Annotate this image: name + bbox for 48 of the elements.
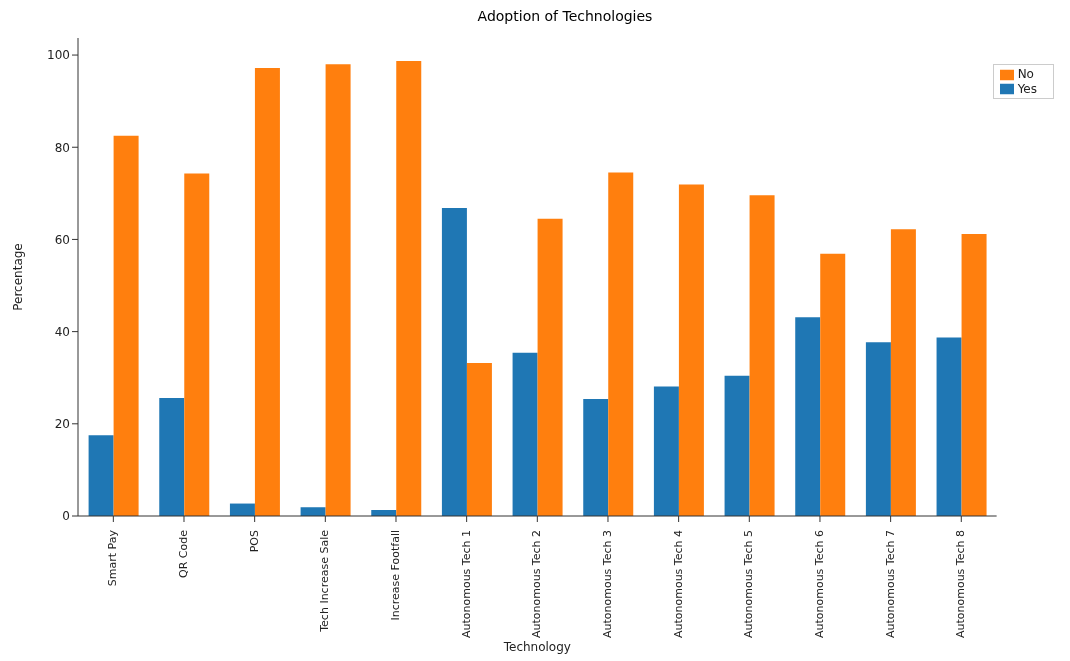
bar bbox=[653, 386, 679, 516]
bar bbox=[865, 342, 891, 516]
y-tick-label: 40 bbox=[54, 324, 70, 339]
y-tick-label: 80 bbox=[54, 140, 70, 155]
bar bbox=[184, 173, 210, 516]
y-tick-label: 0 bbox=[62, 509, 70, 524]
chart-title: Adoption of Technologies bbox=[476, 8, 654, 26]
bar bbox=[820, 253, 846, 516]
legend-label: Yes bbox=[1017, 81, 1037, 96]
x-tick-label: Autonomous Tech 6 bbox=[812, 530, 826, 639]
bar bbox=[583, 398, 609, 516]
bar bbox=[678, 184, 704, 516]
bar bbox=[749, 195, 775, 516]
bar bbox=[537, 218, 563, 516]
bar bbox=[396, 61, 422, 516]
x-tick-label: Tech Increase Sale bbox=[318, 529, 332, 633]
x-tick-label: Autonomous Tech 1 bbox=[459, 530, 473, 639]
bar bbox=[936, 337, 962, 516]
x-tick-label: Autonomous Tech 2 bbox=[530, 530, 544, 639]
x-axis-title: Technology bbox=[502, 640, 571, 654]
bar bbox=[512, 352, 538, 516]
bar bbox=[159, 398, 185, 516]
bar bbox=[724, 375, 750, 516]
x-tick-label: Autonomous Tech 5 bbox=[742, 530, 756, 639]
bar bbox=[113, 135, 139, 516]
bar bbox=[608, 172, 634, 516]
bar bbox=[466, 362, 492, 516]
x-tick-label: Autonomous Tech 8 bbox=[954, 530, 968, 639]
y-tick-label: 20 bbox=[54, 417, 70, 432]
bar bbox=[300, 507, 326, 516]
legend-label: No bbox=[1017, 67, 1034, 81]
bar bbox=[88, 435, 114, 516]
x-tick-label: Increase Footfall bbox=[388, 530, 402, 621]
y-axis-title: Percentage bbox=[11, 243, 26, 311]
x-tick-label: Autonomous Tech 4 bbox=[671, 530, 685, 639]
bar bbox=[795, 317, 821, 516]
x-tick-label: Autonomous Tech 7 bbox=[883, 530, 897, 639]
bar bbox=[961, 233, 987, 516]
bar bbox=[890, 229, 916, 516]
x-tick-label: QR Code bbox=[177, 529, 190, 578]
bar bbox=[254, 67, 280, 516]
y-tick-label: 60 bbox=[54, 232, 70, 247]
x-tick-label: POS bbox=[247, 529, 261, 553]
x-tick-label: Smart Pay bbox=[106, 529, 120, 587]
y-tick-label: 100 bbox=[47, 48, 70, 63]
x-tick-label: Autonomous Tech 3 bbox=[600, 530, 614, 639]
bar bbox=[325, 64, 351, 516]
bar bbox=[441, 208, 467, 516]
